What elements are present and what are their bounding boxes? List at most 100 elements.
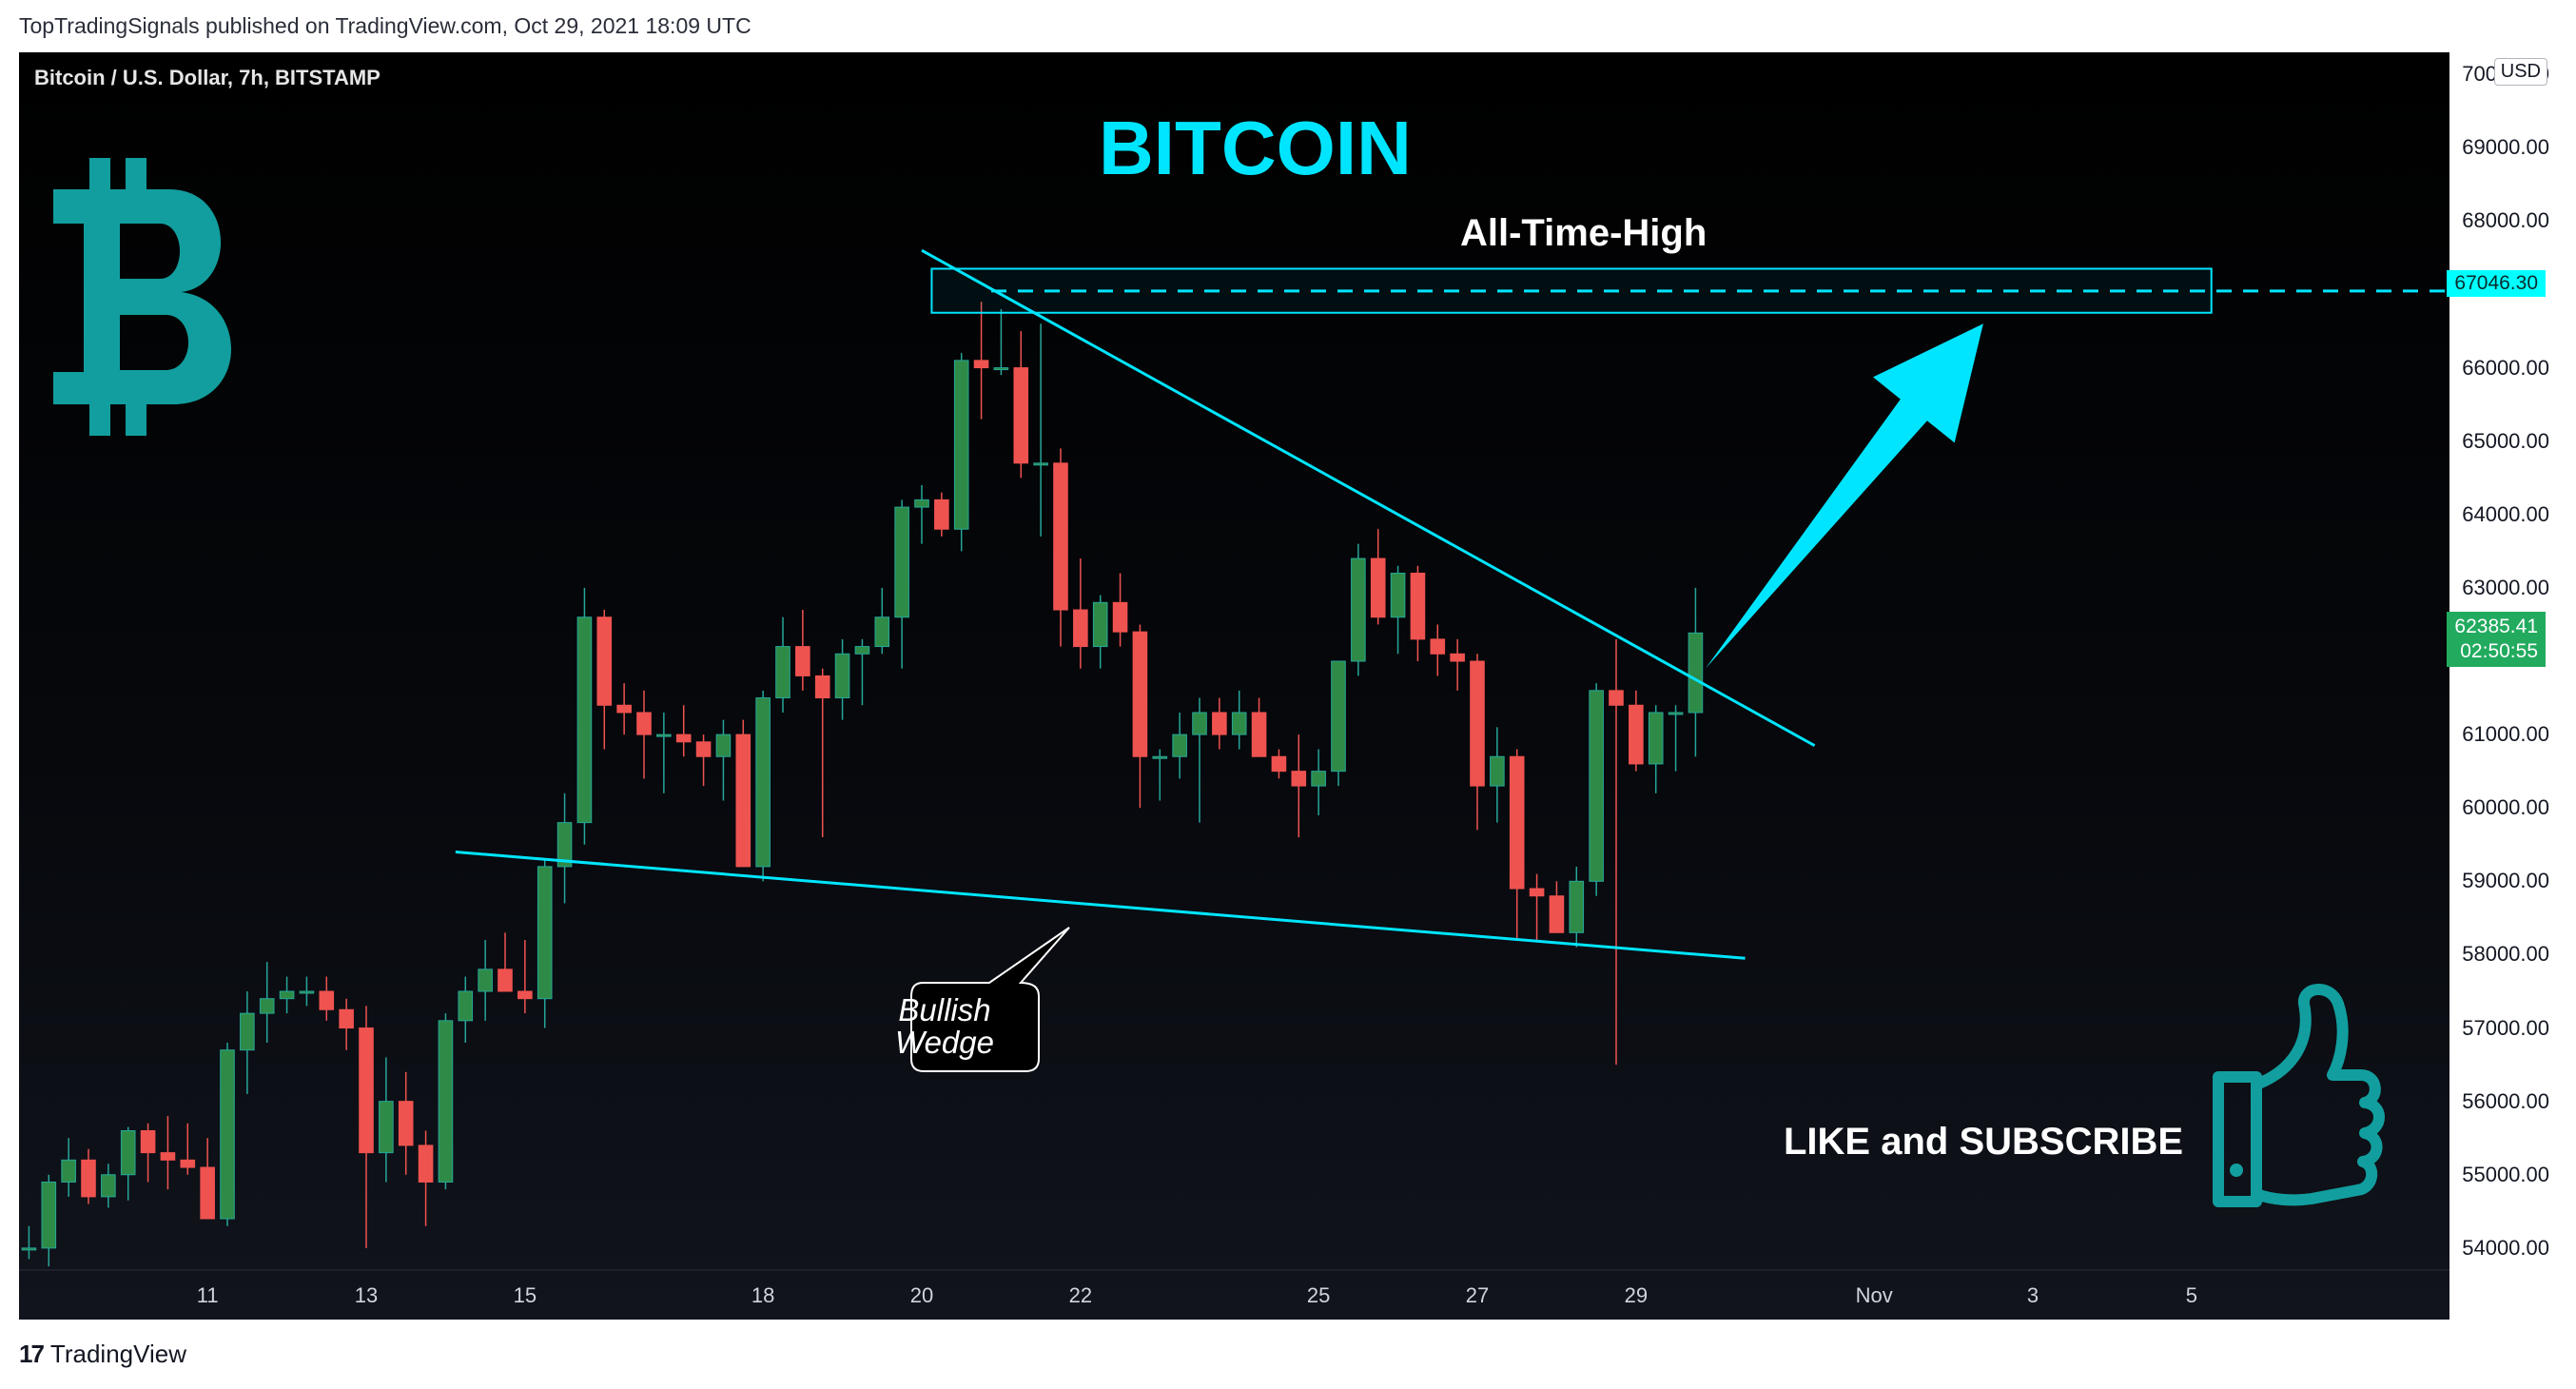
resistance-trendline [921,248,1816,747]
candle-body [1331,660,1346,773]
candle-body [259,998,275,1014]
candle-body [636,712,652,735]
candle [398,1071,414,1175]
candle [120,1126,136,1201]
bullish-wedge-callout-bubble [910,927,1070,1072]
candle [1509,749,1525,941]
candle [834,638,850,720]
candle [1688,587,1704,757]
candle-body [1092,601,1108,648]
candle-body [299,990,315,994]
candle-body [1509,755,1525,890]
candle [973,302,989,420]
candle [1351,543,1366,676]
time-tick-label: 29 [1624,1283,1649,1307]
candle-body [656,734,672,737]
candle [1112,573,1128,647]
candle-body [1569,880,1585,933]
candle-body [180,1159,196,1168]
candle [1529,873,1545,941]
chart-canvas[interactable] [19,52,2559,1320]
candle-body [120,1129,136,1176]
candle-body [438,1020,454,1183]
candle-body [319,990,335,1010]
candle [61,1138,76,1197]
thumbs-up-cuff-dot [2230,1164,2243,1177]
candle-body [616,704,632,714]
candle-body [279,990,295,1000]
candle [220,1042,235,1226]
ath-label: All-Time-High [1460,212,1708,254]
candle-body [1688,632,1704,714]
price-tick-label: 56000.00 [2462,1088,2549,1113]
candle-body [1152,755,1168,759]
candle-body [418,1144,434,1183]
candle-body [1589,690,1604,882]
candle-body [1112,601,1128,633]
candle-body [1668,712,1684,715]
candle-body [814,675,830,699]
candle [458,976,474,1043]
candle [735,719,751,868]
price-tick-label: 60000.00 [2462,795,2549,820]
candle-body [854,646,870,655]
candle-body [675,734,692,743]
price-tick-label: 63000.00 [2462,575,2549,599]
candle [517,940,533,1014]
candle-body [1629,704,1644,765]
candle [556,792,573,904]
candle [379,1057,394,1183]
tradingview-brand: TradingView [49,1340,186,1368]
candle-body [498,968,513,992]
candle-body [1053,462,1068,611]
last-price-badge: 62385.41 02:50:55 [2447,612,2546,667]
price-tick-label: 68000.00 [2462,208,2549,233]
price-axis[interactable]: 54000.00 55000.00 56000.00 57000.00 58000.00… [2447,52,2559,1320]
candle [576,587,593,845]
candle-body [755,697,771,868]
candle-body [973,360,989,369]
candle [81,1148,96,1204]
candle-body [61,1159,76,1183]
candle-body [339,1008,354,1029]
time-tick-label: 13 [354,1283,379,1307]
candle-body [359,1027,374,1154]
candle [1271,749,1287,779]
time-tick-label: 25 [1306,1283,1331,1307]
candle [1390,565,1406,655]
time-tick-label: 3 [2026,1283,2039,1307]
candle [279,976,295,1014]
candle-body [458,990,474,1022]
candle [1132,624,1148,809]
candle [1609,638,1624,1066]
candle [339,998,354,1050]
candle [140,1123,156,1183]
last-price-value: 62385.41 [2454,616,2538,637]
candle [1450,638,1465,691]
candle-body [1212,712,1227,735]
candle [359,1006,374,1248]
candle [240,990,255,1094]
tradingview-footer[interactable]: 17 TradingView [19,1340,186,1369]
candle [1589,683,1604,896]
candle [537,859,553,1028]
candle [874,587,890,655]
price-tick-label: 57000.00 [2462,1015,2549,1040]
candle [1251,697,1267,757]
time-tick-label: Nov [1855,1283,1893,1307]
candle-body [1013,367,1029,464]
candle-body [21,1247,37,1251]
time-tick-label: 27 [1465,1283,1490,1307]
candle-body [1648,712,1664,765]
ath-zone [930,267,2213,314]
chart-panel[interactable]: Bitcoin / U.S. Dollar, 7h, BITSTAMP BITC… [19,52,2559,1320]
candle [160,1116,176,1190]
candle [675,705,692,757]
candle [636,690,652,779]
currency-badge[interactable]: USD [2493,58,2547,86]
candle [1370,529,1386,625]
candle [1192,697,1207,823]
candle [1092,595,1108,669]
candle-body [1390,572,1406,618]
candle [1490,727,1505,823]
